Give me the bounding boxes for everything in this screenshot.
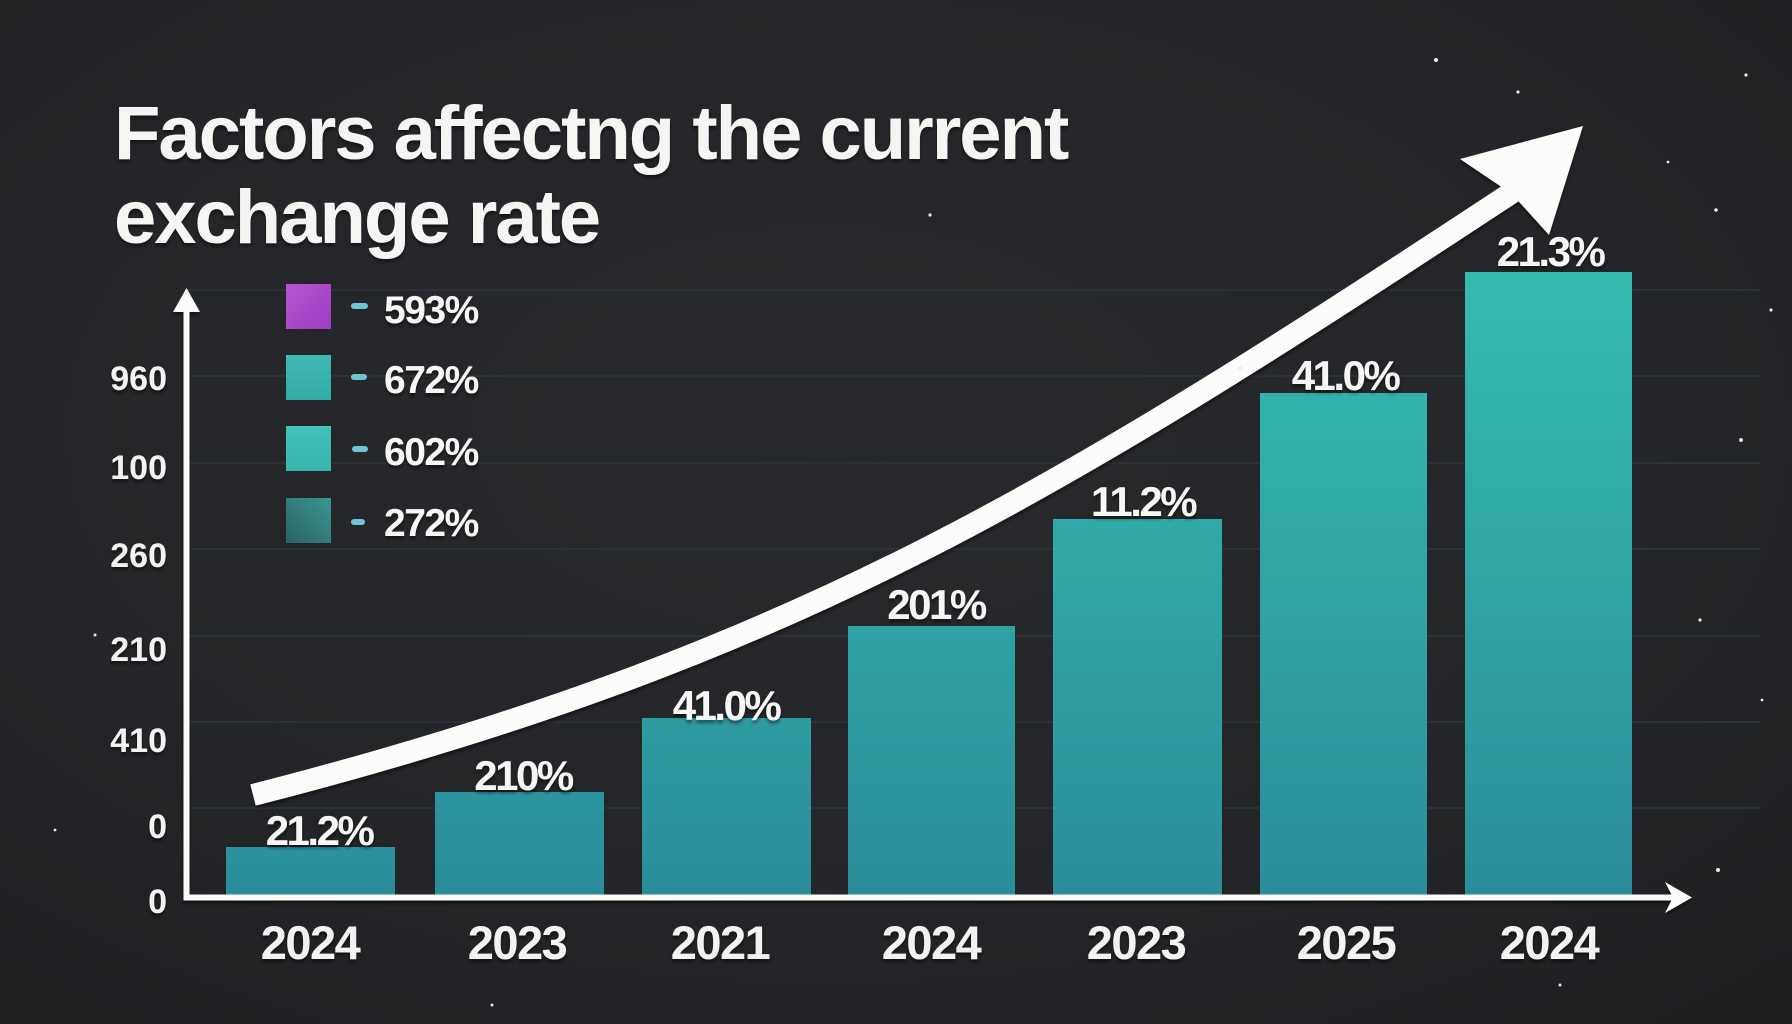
- svg-text:2025: 2025: [1297, 916, 1396, 969]
- svg-text:960: 960: [110, 360, 167, 398]
- svg-text:0: 0: [148, 808, 167, 846]
- svg-text:201%: 201%: [887, 581, 987, 628]
- svg-text:100: 100: [110, 449, 167, 487]
- svg-text:2023: 2023: [468, 916, 567, 969]
- svg-text:21.2%: 21.2%: [266, 807, 375, 854]
- svg-text:2024: 2024: [261, 916, 361, 969]
- svg-text:2021: 2021: [671, 916, 770, 969]
- svg-text:exchange rate: exchange rate: [114, 175, 599, 260]
- svg-text:Factors affectng the current: Factors affectng the current: [114, 91, 1069, 176]
- svg-text:410: 410: [110, 722, 167, 760]
- svg-text:272%: 272%: [384, 502, 479, 545]
- svg-text:0: 0: [148, 883, 167, 921]
- svg-text:41.0%: 41.0%: [1292, 352, 1401, 399]
- svg-text:2023: 2023: [1087, 916, 1186, 969]
- svg-text:602%: 602%: [384, 431, 479, 474]
- svg-text:41.0%: 41.0%: [673, 682, 782, 729]
- svg-text:2024: 2024: [1500, 916, 1600, 969]
- svg-text:11.2%: 11.2%: [1091, 478, 1197, 525]
- svg-text:260: 260: [110, 537, 167, 575]
- svg-text:210%: 210%: [474, 752, 574, 799]
- svg-text:2024: 2024: [882, 916, 982, 969]
- svg-text:593%: 593%: [384, 289, 479, 332]
- svg-text:672%: 672%: [384, 359, 479, 402]
- svg-text:21.3%: 21.3%: [1497, 228, 1606, 275]
- svg-text:210: 210: [110, 631, 167, 669]
